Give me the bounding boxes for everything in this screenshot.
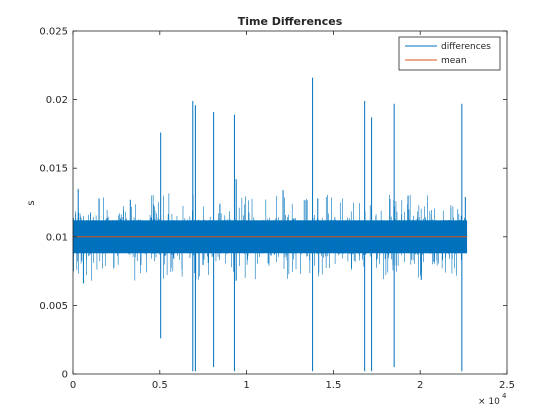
- legend-label-differences: differences: [441, 42, 491, 52]
- chart-title: Time Differences: [238, 15, 343, 28]
- x-tick-label: 0.5: [152, 380, 168, 391]
- y-tick-label: 0.015: [39, 164, 68, 175]
- axes-frame: [72, 30, 508, 375]
- plot-area: [73, 31, 507, 374]
- legend-label-mean: mean: [441, 56, 467, 66]
- x-tick-label: 0: [70, 380, 76, 391]
- x-tick-label: 1.5: [325, 380, 341, 391]
- x-tick-label: 2: [417, 380, 423, 391]
- y-tick-label: 0.005: [39, 301, 68, 312]
- y-tick-label: 0.025: [39, 27, 68, 38]
- y-axis-label: s: [26, 200, 37, 205]
- x-exponent-power: 4: [502, 392, 507, 400]
- x-tick-label: 1: [243, 380, 249, 391]
- y-tick-label: 0.02: [46, 95, 68, 106]
- y-tick-label: 0.01: [46, 232, 68, 243]
- legend[interactable]: differences mean: [398, 36, 501, 71]
- x-tick-label: 2.5: [499, 380, 515, 391]
- y-tick-label: 0: [62, 370, 68, 381]
- x-exponent-label: × 10: [478, 397, 500, 407]
- axes-layer: 0 0.5 1 1.5 2 2.5 0 0.005 0.01 0.015 0.02 0.025: [39, 27, 515, 392]
- x-exponent: × 10 4: [478, 392, 507, 407]
- legend-box: [398, 36, 501, 71]
- series-layer: [72, 77, 468, 372]
